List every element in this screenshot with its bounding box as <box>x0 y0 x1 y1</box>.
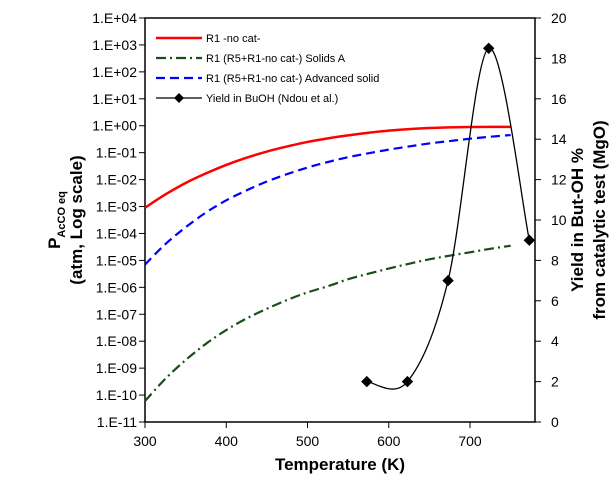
x-axis-tick-label: 300 <box>133 433 157 449</box>
left-axis-tick-label: 1.E-06 <box>96 279 137 295</box>
left-axis-tick-label: 1.E+02 <box>92 64 137 80</box>
left-axis: 1.E-11 1.E-10 1.E-09 1.E-08 1.E-07 1.E-06 1.E-… <box>92 10 145 430</box>
right-axis-tick-label: 0 <box>551 414 559 430</box>
series-marker <box>523 234 536 246</box>
left-axis-tick-label: 1.E+03 <box>92 37 137 53</box>
right-axis-tick-label: 8 <box>551 252 559 268</box>
left-axis-tick-label: 1.E+01 <box>92 91 137 107</box>
x-axis-tick-label: 400 <box>215 433 239 449</box>
series-line-1 <box>144 125 511 209</box>
series-marker <box>442 274 454 287</box>
right-axis: 0 2 4 6 8 10 12 14 16 18 20 <box>535 10 567 430</box>
left-axis-tick-label: 1.E-04 <box>96 225 137 241</box>
right-axis-tick-label: 10 <box>551 212 567 228</box>
left-axis-tick-label: 1.E+00 <box>92 118 137 134</box>
left-axis-title: PAcCO eq <box>45 191 68 249</box>
x-axis-tick-label: 500 <box>296 433 320 449</box>
series-line-4 <box>366 47 530 390</box>
x-axis-title: Temperature (K) <box>275 455 405 474</box>
left-axis-title-line2: (atm, Log scale) <box>67 155 86 284</box>
left-axis-tick-label: 1.E-02 <box>96 172 137 188</box>
right-axis-tick-label: 6 <box>551 293 559 309</box>
x-axis: 300 400 500 600 700 <box>133 422 482 449</box>
right-axis-title: Yield in But-OH % <box>568 148 587 292</box>
series-line-3 <box>144 133 511 266</box>
right-axis-tick-label: 16 <box>551 91 567 107</box>
left-axis-title-main: P <box>45 238 64 249</box>
series-group <box>144 42 536 402</box>
left-axis-tick-label: 1.E-01 <box>96 145 137 161</box>
right-axis-tick-label: 18 <box>551 50 567 66</box>
legend: R1 -no cat- R1 (R5+R1-no cat-) Solids A R1… <box>156 33 379 105</box>
x-axis-tick-label: 600 <box>377 433 401 449</box>
legend-label: R1 -no cat- <box>206 33 261 45</box>
legend-label: R1 (R5+R1-no cat-) Advanced solid <box>206 73 379 85</box>
left-axis-tick-label: 1.E+04 <box>92 10 137 26</box>
right-axis-title-line2: from catalytic test (MgO) <box>590 120 609 319</box>
left-axis-tick-label: 1.E-09 <box>96 360 137 376</box>
legend-label: Yield in BuOH (Ndou et al.) <box>206 93 338 105</box>
left-axis-tick-label: 1.E-08 <box>96 333 137 349</box>
series-marker <box>401 375 414 388</box>
left-axis-tick-label: 1.E-03 <box>96 199 137 215</box>
right-axis-tick-label: 4 <box>551 333 559 349</box>
left-axis-tick-label: 1.E-05 <box>96 252 137 268</box>
right-axis-tick-label: 20 <box>551 10 567 26</box>
series-line-2 <box>144 244 511 402</box>
legend-label: R1 (R5+R1-no cat-) Solids A <box>206 53 346 65</box>
legend-marker <box>174 93 184 103</box>
series-marker <box>361 375 373 388</box>
right-axis-tick-label: 14 <box>551 131 567 147</box>
left-axis-tick-label: 1.E-11 <box>97 414 137 430</box>
right-axis-tick-label: 12 <box>551 172 567 188</box>
left-axis-tick-label: 1.E-07 <box>96 306 137 322</box>
series-marker <box>482 42 495 55</box>
left-axis-tick-label: 1.E-10 <box>96 387 137 403</box>
left-axis-title-subscript: AcCO eq <box>56 191 68 237</box>
x-axis-tick-label: 700 <box>458 433 482 449</box>
right-axis-tick-label: 2 <box>551 374 559 390</box>
